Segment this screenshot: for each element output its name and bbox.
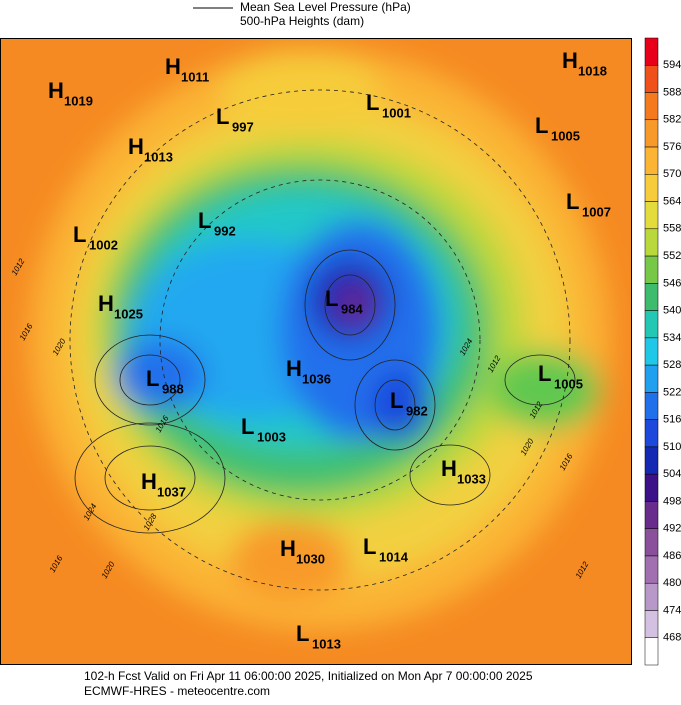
colorbar-label: 594 [663, 59, 681, 71]
center-value: 1011 [181, 69, 209, 84]
center-letter: L [146, 366, 159, 391]
center-value: 992 [214, 223, 236, 238]
colorbar-label: 564 [663, 195, 681, 207]
center-letter: H [441, 456, 457, 481]
center-letter: H [562, 48, 578, 73]
center-value: 1037 [157, 484, 186, 499]
center-value: 1036 [302, 371, 331, 386]
colorbar-label: 510 [663, 441, 681, 453]
colorbar-box [644, 419, 659, 448]
colorbar-box [644, 337, 659, 366]
colorbar-box [644, 392, 659, 420]
colorbar-label: 570 [663, 168, 681, 180]
colorbar-box [644, 92, 659, 121]
center-letter: H [286, 356, 302, 381]
colorbar-label: 552 [663, 250, 681, 262]
center-value: 1013 [312, 636, 341, 651]
center-letter: H [165, 54, 181, 79]
center-letter: H [141, 469, 157, 494]
center-letter: L [535, 113, 548, 138]
center-value: 1019 [64, 93, 93, 108]
center-value: 1018 [578, 63, 607, 78]
map-field [0, 38, 632, 665]
center-value: 997 [232, 119, 254, 134]
center-value: 1030 [296, 551, 325, 566]
colorbar-box [644, 610, 659, 638]
colorbar-label: 486 [663, 550, 681, 562]
colorbar-box [644, 446, 659, 475]
colorbar-box [644, 310, 659, 339]
colorbar-label: 522 [663, 386, 681, 398]
colorbar-label: 588 [663, 86, 681, 98]
colorbar-label: 468 [663, 632, 681, 644]
footer-text: ECMWF-HRES - meteocentre.com [84, 684, 270, 698]
center-letter: L [296, 621, 309, 646]
colorbar-label: 516 [663, 414, 681, 426]
colorbar-box [644, 201, 659, 230]
center-letter: L [366, 90, 379, 115]
center-value: 984 [341, 301, 363, 316]
map-frame [0, 38, 632, 665]
colorbar-label: 546 [663, 277, 681, 289]
center-letter: L [390, 388, 403, 413]
colorbar-box [644, 528, 659, 557]
colorbar-box [644, 255, 659, 284]
center-value: 1025 [114, 306, 143, 321]
center-value: 1033 [457, 471, 486, 486]
colorbar-label: 504 [663, 468, 681, 480]
colorbar-box [644, 283, 659, 311]
colorbar-box [644, 146, 659, 175]
colorbar-box [644, 119, 659, 148]
center-letter: H [48, 78, 64, 103]
center-letter: H [280, 536, 296, 561]
center-letter: H [98, 291, 114, 316]
colorbar-label: 498 [663, 495, 681, 507]
center-letter: H [128, 134, 144, 159]
colorbar-box [644, 582, 659, 611]
colorbar-box [644, 555, 659, 584]
center-letter: L [538, 361, 551, 386]
center-value: 982 [406, 403, 428, 418]
center-value: 1007 [582, 204, 611, 219]
colorbar-label: 528 [663, 359, 681, 371]
center-letter: L [325, 286, 338, 311]
colorbar-label: 540 [663, 305, 681, 317]
colorbar-label: 492 [663, 523, 681, 535]
colorbar-label: 474 [663, 604, 681, 616]
center-letter: L [73, 222, 86, 247]
colorbar-label: 534 [663, 332, 681, 344]
center-letter: L [241, 414, 254, 439]
colorbar-label: 576 [663, 141, 681, 153]
colorbar-box [644, 228, 659, 257]
center-value: 1014 [379, 549, 409, 564]
colorbar-box [644, 65, 659, 93]
center-letter: L [363, 534, 376, 559]
colorbar-box [644, 174, 659, 202]
center-letter: L [198, 208, 211, 233]
colorbar-box [644, 473, 659, 502]
colorbar-box [644, 637, 659, 666]
center-value: 1003 [257, 429, 286, 444]
legend-text: 500-hPa Heights (dam) [240, 14, 364, 28]
center-letter: L [566, 189, 579, 214]
colorbar-box [644, 501, 659, 529]
colorbar-box [644, 364, 659, 393]
center-value: 1002 [89, 237, 118, 252]
colorbar-box [644, 37, 659, 66]
colorbar-label: 582 [663, 114, 681, 126]
center-value: 1013 [144, 149, 173, 164]
legend-text: Mean Sea Level Pressure (hPa) [240, 0, 411, 14]
center-value: 1005 [554, 376, 583, 391]
center-value: 1001 [382, 105, 411, 120]
center-value: 988 [162, 381, 184, 396]
center-value: 1005 [551, 128, 580, 143]
colorbar-label: 558 [663, 223, 681, 235]
center-letter: L [216, 104, 229, 129]
colorbar-label: 480 [663, 577, 681, 589]
footer-text: 102-h Fcst Valid on Fri Apr 11 06:00:00 … [84, 669, 533, 683]
